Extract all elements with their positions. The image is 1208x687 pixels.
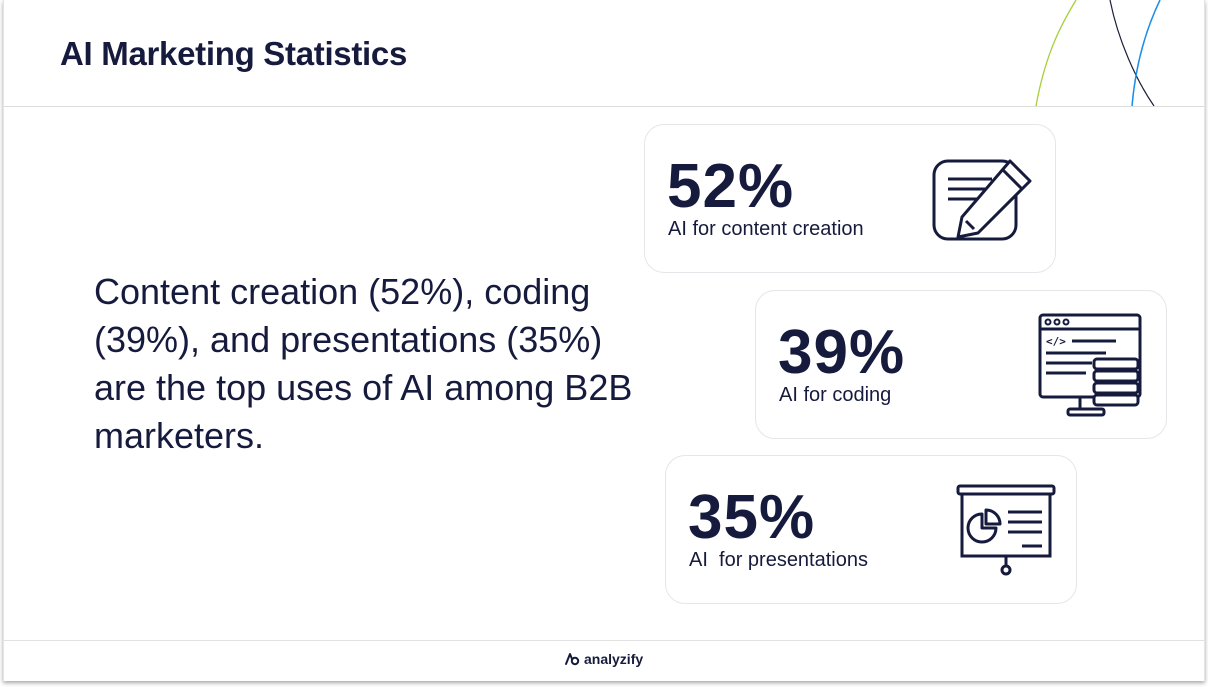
slide-header: AI Marketing Statistics: [4, 0, 1204, 107]
svg-text:</>: </>: [1046, 335, 1066, 348]
stat-label: AI for coding: [779, 384, 892, 406]
stat-percent: 35%: [688, 483, 816, 552]
stat-percent: 39%: [778, 318, 906, 387]
stat-card-content-creation: 52% AI for content creation: [644, 124, 1056, 273]
decorative-lines: [1035, 0, 1161, 106]
slide-footer: analyzify: [4, 640, 1204, 682]
stat-card-presentations: 35% AI for presentations: [665, 455, 1077, 604]
page-title: AI Marketing Statistics: [60, 35, 408, 72]
presentation-board-icon: [956, 484, 1056, 576]
main-statement: Content creation (52%), coding (39%), an…: [94, 271, 633, 456]
brand-logo: analyzify: [564, 651, 643, 667]
stat-card-coding: 39% AI for coding </>: [755, 290, 1167, 439]
analyzify-logo-icon: [565, 653, 580, 666]
stat-percent: 52%: [667, 152, 795, 221]
code-monitor-icon: </>: [1038, 313, 1142, 417]
brand-name: analyzify: [584, 651, 644, 667]
slide: AI Marketing Statistics Content creation…: [3, 0, 1205, 681]
stat-label: AI for presentations: [689, 549, 868, 571]
pencil-note-icon: [932, 159, 1032, 241]
stat-label: AI for content creation: [668, 218, 864, 240]
